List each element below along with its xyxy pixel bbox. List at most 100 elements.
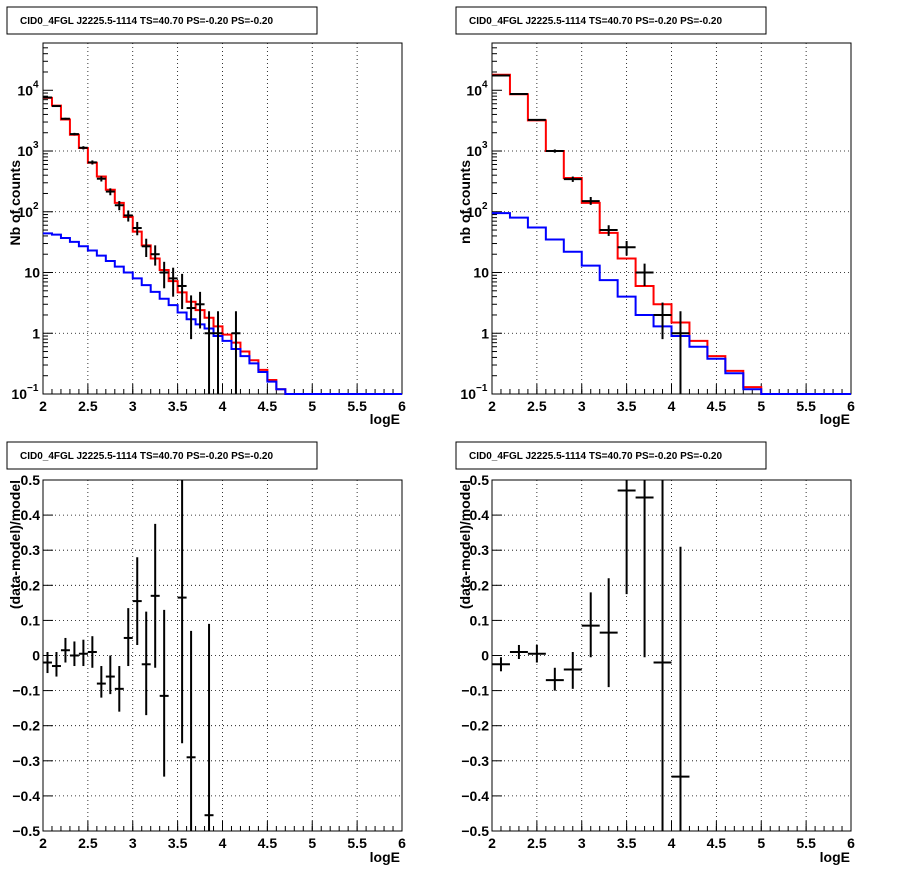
- y-axis-label: Nb of counts: [7, 160, 23, 246]
- data-point: [671, 311, 690, 394]
- data-point: [204, 311, 214, 394]
- residuals-panel-right: CID0_4FGL J2225.5-1114 TS=40.70 PS=-0.20…: [455, 441, 855, 865]
- data-point: [141, 611, 151, 716]
- y-tick-exponent: 4: [33, 79, 39, 90]
- x-tick-label: 4.5: [258, 398, 278, 414]
- y-tick-label: 0.4: [470, 507, 490, 523]
- data-point: [492, 657, 510, 672]
- y-tick-label: −0.5: [12, 823, 40, 839]
- data-point: [492, 74, 510, 77]
- data-point: [168, 267, 178, 297]
- x-tick-label: 2.5: [78, 835, 98, 851]
- x-tick-label: 2: [488, 398, 496, 414]
- data-point: [87, 636, 97, 668]
- x-tick-label: 5.5: [796, 398, 816, 414]
- x-tick-label: 6: [847, 398, 855, 414]
- data-point: [69, 132, 79, 136]
- y-tick-label: 10: [17, 204, 33, 220]
- data-point: [617, 480, 636, 595]
- data-point: [213, 311, 223, 394]
- data-point: [581, 592, 600, 658]
- x-tick-label: 6: [847, 835, 855, 851]
- data-point: [87, 160, 97, 165]
- y-tick-label: 0.4: [21, 507, 41, 523]
- x-axis-label: logE: [820, 411, 850, 427]
- y-tick-label: 10: [24, 265, 40, 281]
- data-point: [78, 639, 88, 667]
- data-point: [123, 608, 133, 667]
- x-tick-label: 5: [308, 835, 316, 851]
- data-point: [96, 666, 106, 698]
- data-point: [527, 118, 546, 121]
- y-tick-label: 0.5: [470, 472, 490, 488]
- data-point: [635, 263, 654, 286]
- x-tick-label: 3.5: [168, 835, 188, 851]
- panel-title: CID0_4FGL J2225.5-1114 TS=40.70 PS=-0.20…: [20, 16, 273, 27]
- data-point: [105, 188, 115, 196]
- x-tick-label: 4: [219, 835, 227, 851]
- data-point: [545, 667, 564, 691]
- data-point: [43, 96, 52, 99]
- panel-title: CID0_4FGL J2225.5-1114 TS=40.70 PS=-0.20…: [469, 16, 722, 27]
- data-point: [653, 302, 672, 340]
- y-tick-label: −0.4: [12, 788, 40, 804]
- y-tick-label: 0.2: [21, 577, 41, 593]
- y-tick-label: −0.1: [461, 683, 489, 699]
- y-tick-exponent: 3: [482, 140, 488, 151]
- histogram-series-line: [43, 232, 402, 395]
- y-tick-label: 10: [460, 386, 476, 402]
- data-point: [150, 523, 160, 668]
- x-tick-label: 6: [398, 398, 406, 414]
- y-tick-label: 10: [11, 386, 27, 402]
- data-point: [617, 241, 636, 256]
- residuals-panel-left: CID0_4FGL J2225.5-1114 TS=40.70 PS=-0.20…: [6, 441, 406, 865]
- x-tick-label: 6: [398, 835, 406, 851]
- x-tick-label: 4: [668, 835, 676, 851]
- data-point: [599, 578, 618, 688]
- data-point: [141, 238, 151, 258]
- y-tick-label: −0.1: [12, 683, 40, 699]
- y-tick-label: 0: [32, 648, 40, 664]
- y-tick-exponent: −1: [27, 383, 39, 394]
- data-point: [186, 295, 196, 340]
- y-tick-label: 0.3: [21, 542, 41, 558]
- y-tick-exponent: 3: [33, 140, 39, 151]
- x-tick-label: 5: [757, 398, 765, 414]
- data-point: [195, 291, 205, 329]
- y-tick-label: 1: [481, 325, 489, 341]
- y-tick-label: 0.1: [470, 612, 490, 628]
- data-point: [60, 117, 70, 120]
- y-tick-label: −0.2: [12, 718, 40, 734]
- x-tick-label: 3: [129, 398, 137, 414]
- x-tick-label: 4.5: [258, 835, 278, 851]
- x-tick-label: 4: [219, 398, 227, 414]
- data-point: [653, 480, 672, 831]
- data-point: [581, 196, 600, 205]
- y-tick-label: 0: [481, 648, 489, 664]
- data-point: [60, 637, 70, 663]
- x-axis-label: logE: [370, 411, 400, 427]
- data-point: [186, 630, 196, 831]
- title-box: [6, 441, 318, 470]
- histogram-series-line: [43, 96, 402, 395]
- data-point: [159, 609, 169, 777]
- data-point: [78, 146, 88, 150]
- x-tick-label: 3.5: [168, 398, 188, 414]
- y-tick-exponent: −1: [476, 383, 488, 394]
- histogram-series-line: [492, 212, 851, 395]
- y-axis-label: (data-model)/model: [457, 480, 473, 609]
- x-tick-label: 3.5: [617, 398, 637, 414]
- x-tick-label: 5: [308, 398, 316, 414]
- data-point: [150, 245, 160, 266]
- x-tick-label: 5.5: [347, 835, 367, 851]
- x-tick-label: 2.5: [527, 835, 547, 851]
- data-point: [231, 311, 241, 394]
- counts-panel-left: CID0_4FGL J2225.5-1114 TS=40.70 PS=-0.20…: [6, 6, 406, 427]
- data-point: [599, 225, 618, 236]
- x-axis-label: logE: [820, 849, 850, 865]
- title-box: [455, 6, 767, 35]
- data-point: [204, 623, 214, 831]
- data-point: [51, 651, 61, 677]
- y-tick-label: −0.4: [461, 788, 489, 804]
- y-tick-label: 0.5: [21, 472, 41, 488]
